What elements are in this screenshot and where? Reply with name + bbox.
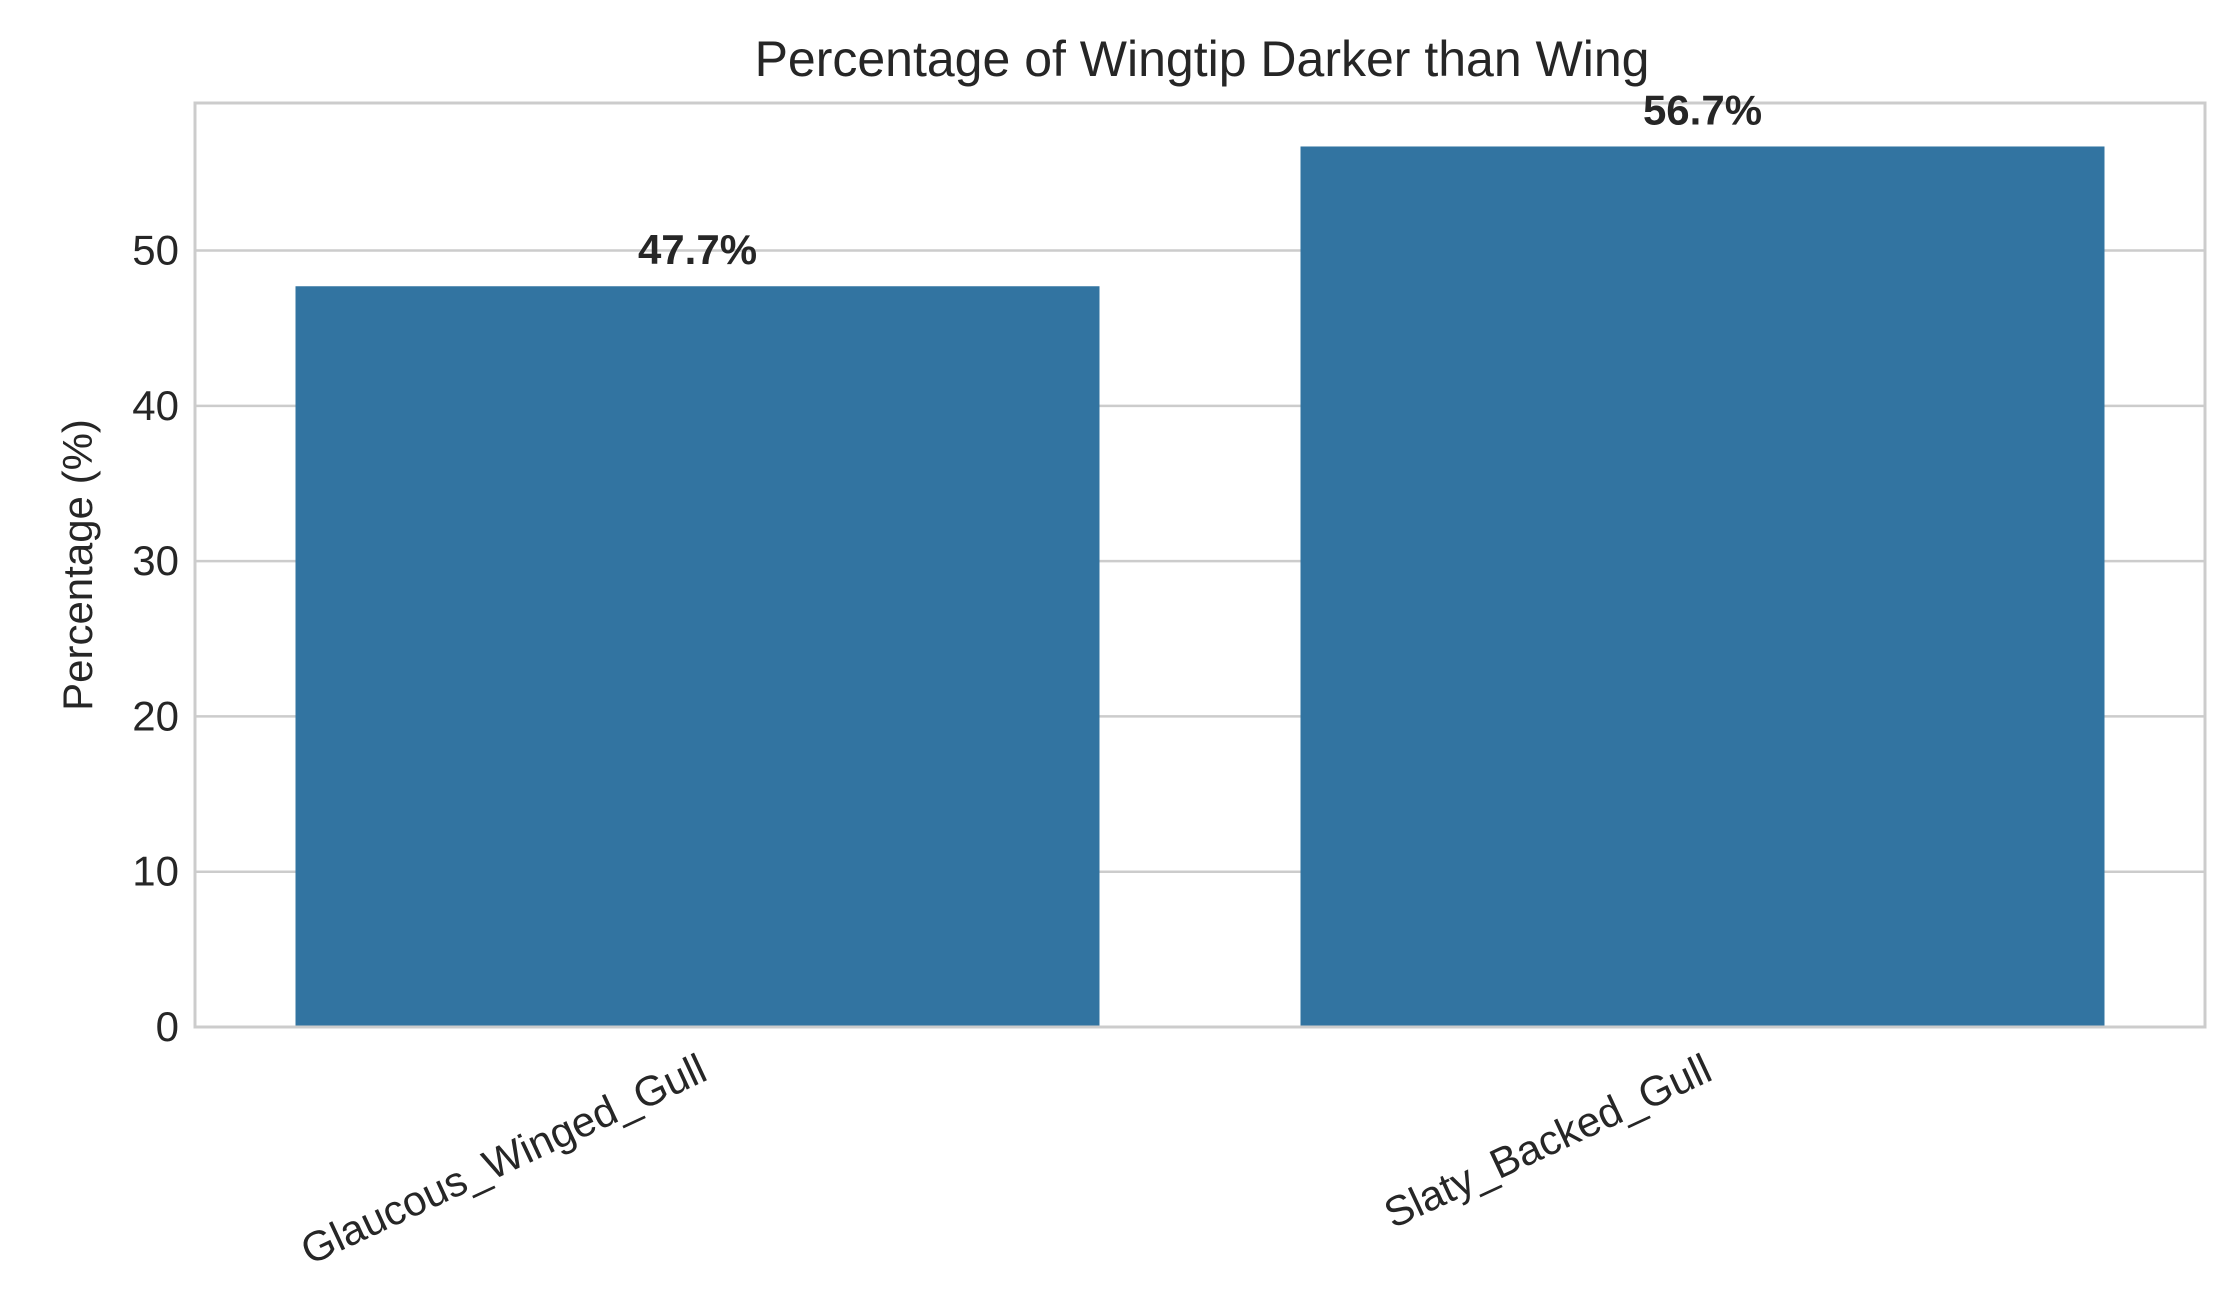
y-tick-label: 40 bbox=[132, 382, 179, 429]
bar bbox=[1300, 146, 2105, 1027]
x-tick-label: Glaucous_Winged_Gull bbox=[294, 1045, 714, 1274]
y-tick-label: 10 bbox=[132, 848, 179, 895]
y-tick-label: 0 bbox=[156, 1003, 179, 1050]
x-tick-label: Slaty_Backed_Gull bbox=[1377, 1045, 1718, 1238]
y-tick-label: 30 bbox=[132, 537, 179, 584]
bars bbox=[295, 146, 2105, 1027]
chart-title: Percentage of Wingtip Darker than Wing bbox=[755, 31, 1650, 87]
y-tick-labels: 0 10 20 30 40 50 bbox=[132, 227, 179, 1050]
plot-frame bbox=[193, 101, 2207, 1029]
y-tick-label: 50 bbox=[132, 227, 179, 274]
y-tick-label: 20 bbox=[132, 692, 179, 739]
y-axis-label: Percentage (%) bbox=[54, 419, 101, 711]
bar-value-label: 56.7% bbox=[1643, 86, 1762, 133]
data-labels: 47.7% 56.7% bbox=[638, 86, 1762, 273]
bar-value-label: 47.7% bbox=[638, 226, 757, 273]
x-tick-labels: Glaucous_Winged_Gull Slaty_Backed_Gull bbox=[294, 1045, 1719, 1274]
bar bbox=[295, 286, 1100, 1027]
